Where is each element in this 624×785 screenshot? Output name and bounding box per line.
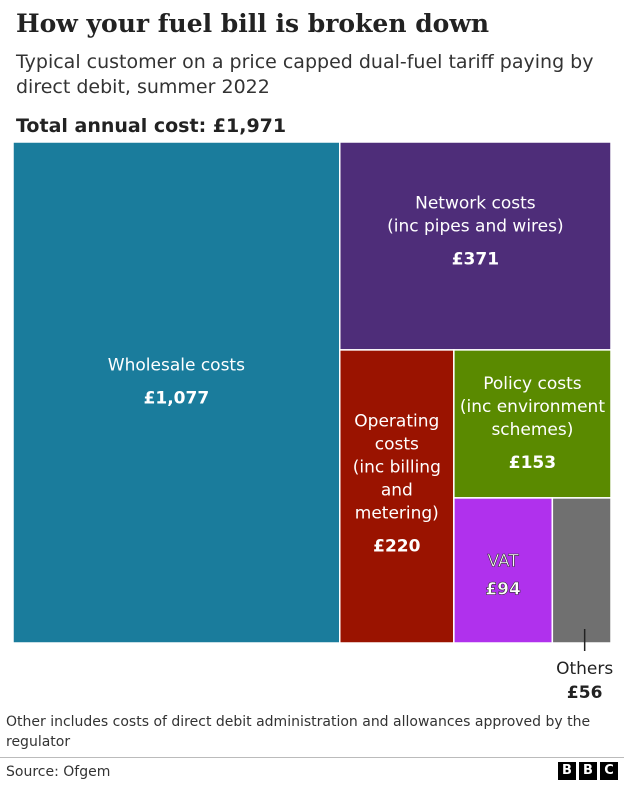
network-costs-block: [340, 142, 611, 350]
operating-costs-label: costs: [375, 435, 419, 455]
network-costs-label: (inc pipes and wires): [387, 216, 563, 236]
operating-costs-label: Operating: [354, 412, 439, 432]
wholesale-costs-label: Wholesale costs: [108, 355, 245, 375]
operating-costs-label: and: [381, 481, 413, 501]
policy-costs-value: £153: [509, 453, 556, 473]
bbc-logo: B B C: [558, 762, 618, 780]
vat-value: £94: [485, 579, 521, 599]
others-block: [552, 498, 611, 643]
bbc-logo-letter: C: [600, 762, 618, 780]
bbc-logo-letter: B: [579, 762, 597, 780]
network-costs-label: Network costs: [415, 193, 536, 213]
policy-costs-label: Policy costs: [483, 374, 582, 394]
network-costs-value: £371: [452, 249, 499, 269]
bbc-logo-letter: B: [558, 762, 576, 780]
operating-costs-label: metering): [355, 504, 439, 524]
others-value: £56: [567, 683, 603, 703]
footer-divider: [0, 757, 624, 758]
others-label: Others: [556, 659, 613, 679]
operating-costs-label: (inc billing: [353, 458, 441, 478]
vat-label: VAT: [487, 551, 519, 571]
footnote: Other includes costs of direct debit adm…: [6, 712, 618, 752]
policy-costs-label: schemes): [491, 420, 573, 440]
source-label: Source: Ofgem: [6, 763, 110, 781]
wholesale-costs-value: £1,077: [144, 388, 210, 408]
policy-costs-label: (inc environment: [460, 397, 605, 417]
operating-costs-value: £220: [373, 537, 420, 557]
treemap-chart: Wholesale costs £1,077 Network costs (inc p…: [0, 0, 624, 712]
